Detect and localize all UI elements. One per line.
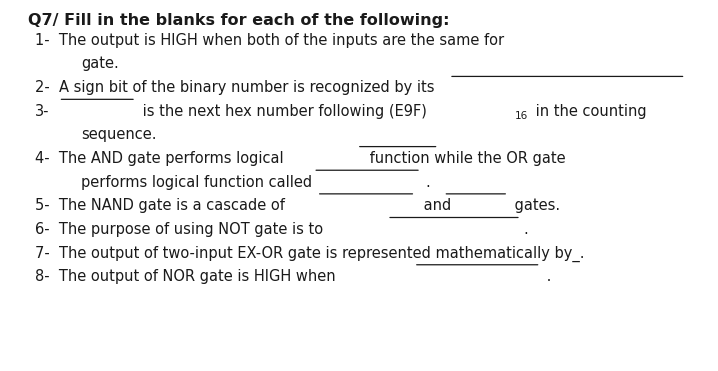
Text: .: . <box>425 175 430 190</box>
Text: function while the OR gate: function while the OR gate <box>365 151 566 166</box>
Text: Q7/ Fill in the blanks for each of the following:: Q7/ Fill in the blanks for each of the f… <box>28 13 449 28</box>
Text: 4-  The AND gate performs logical: 4- The AND gate performs logical <box>35 151 284 166</box>
Text: .: . <box>523 222 528 237</box>
Text: 1-  The output is HIGH when both of the inputs are the same for: 1- The output is HIGH when both of the i… <box>35 33 505 48</box>
Text: 5-  The NAND gate is a cascade of: 5- The NAND gate is a cascade of <box>35 198 285 213</box>
Text: 3-: 3- <box>35 104 50 119</box>
Text: .: . <box>542 269 551 284</box>
Text: 7-  The output of two-input EX-OR gate is represented mathematically by_.: 7- The output of two-input EX-OR gate is… <box>35 246 585 262</box>
Text: 8-  The output of NOR gate is HIGH when: 8- The output of NOR gate is HIGH when <box>35 269 336 284</box>
Text: is the next hex number following (E9F): is the next hex number following (E9F) <box>138 104 427 119</box>
Text: gate.: gate. <box>81 56 118 72</box>
Text: 16: 16 <box>516 111 528 121</box>
Text: sequence.: sequence. <box>81 127 157 142</box>
Text: gates.: gates. <box>510 198 560 213</box>
Text: 2-  A sign bit of the binary number is recognized by its: 2- A sign bit of the binary number is re… <box>35 80 435 95</box>
Text: and: and <box>419 198 451 213</box>
Text: performs logical function called: performs logical function called <box>81 175 312 190</box>
Text: 6-  The purpose of using NOT gate is to: 6- The purpose of using NOT gate is to <box>35 222 323 237</box>
Text: in the counting: in the counting <box>531 104 646 119</box>
